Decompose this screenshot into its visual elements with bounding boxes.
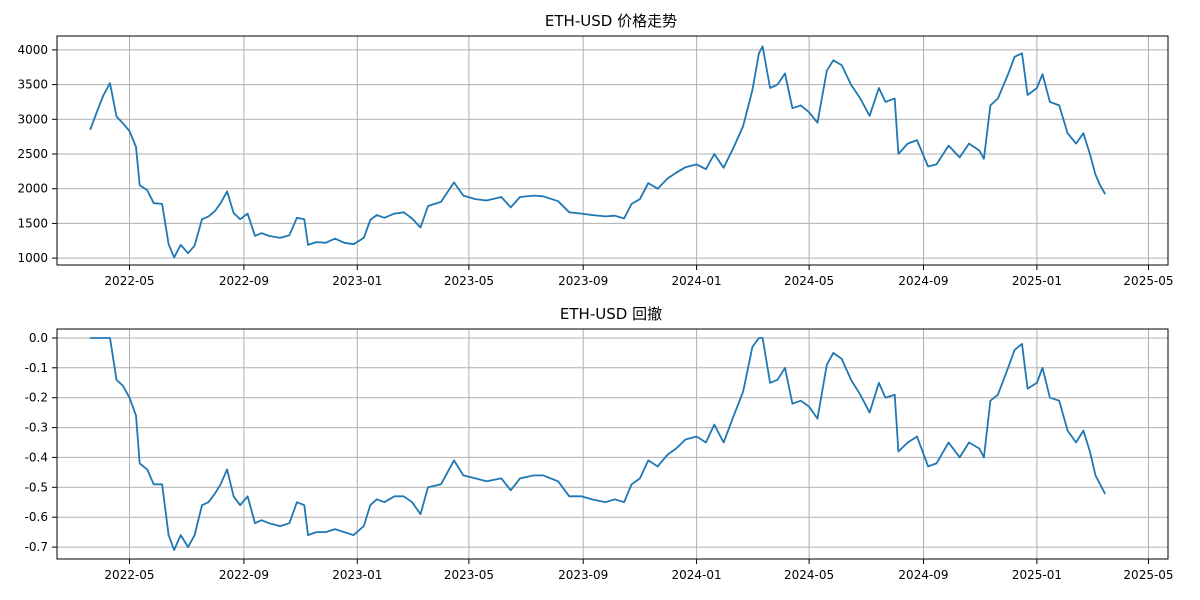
x-tick-label: 2023-05 [444,274,494,288]
drawdown-chart-axes: 2022-05 2022-09 2023-01 2023-05 2023-09 2024-… [25,328,1174,582]
y-tick-label: -0.6 [25,510,48,524]
y-tick-label: -0.5 [25,480,48,494]
x-tick-label: 2023-09 [558,568,608,582]
y-tick-label: 2500 [17,147,48,161]
x-tick-label: 2022-05 [104,274,154,288]
price-chart-title: ETH-USD 价格走势 [545,12,677,30]
y-tick-label: 1500 [17,216,48,230]
x-tick-label: 2022-09 [219,568,269,582]
x-tick-label: 2024-09 [898,568,948,582]
price-series-line [89,45,1106,259]
price-chart-grid [57,36,1168,265]
y-tick-label: 3000 [17,112,48,126]
drawdown-chart-title: ETH-USD 回撤 [560,305,662,323]
drawdown-chart-grid [57,329,1168,559]
drawdown-chart: ETH-USD 回撤 2022-05 2022-09 2023-01 2023-05 2… [25,305,1174,582]
x-tick-label: 2024-05 [784,274,834,288]
x-tick-label: 2022-05 [104,568,154,582]
price-chart-series [89,45,1106,259]
y-tick-label: 2000 [17,182,48,196]
x-tick-label: 2024-01 [672,568,722,582]
x-tick-label: 2022-09 [219,274,269,288]
x-tick-label: 2025-05 [1123,568,1173,582]
drawdown-series-line [89,337,1106,551]
y-tick-label: 4000 [17,43,48,57]
y-tick-label: 3500 [17,78,48,92]
y-tick-label: -0.1 [25,361,48,375]
x-tick-label: 2024-05 [784,568,834,582]
drawdown-chart-series [89,337,1106,551]
x-tick-label: 2025-05 [1123,274,1173,288]
plot-frame [56,328,1169,560]
x-tick-label: 2023-01 [332,274,382,288]
x-tick-label: 2025-01 [1012,274,1062,288]
x-tick-label: 2023-01 [332,568,382,582]
price-chart-axes: 2022-05 2022-09 2023-01 2023-05 2023-09 2024-… [17,35,1174,288]
x-tick-label: 2024-01 [672,274,722,288]
plot-frame [56,35,1169,266]
price-chart: ETH-USD 价格走势 2022-05 2022-09 2023-01 2023-0… [17,12,1173,288]
x-tick-label: 2024-09 [898,274,948,288]
y-tick-label: -0.4 [25,450,48,464]
y-tick-label: -0.2 [25,391,48,405]
y-tick-label: 1000 [17,251,48,265]
y-tick-label: -0.3 [25,421,48,435]
y-tick-label: 0.0 [29,331,48,345]
x-tick-label: 2023-09 [558,274,608,288]
x-tick-label: 2025-01 [1012,568,1062,582]
y-tick-label: -0.7 [25,540,48,554]
x-tick-label: 2023-05 [444,568,494,582]
